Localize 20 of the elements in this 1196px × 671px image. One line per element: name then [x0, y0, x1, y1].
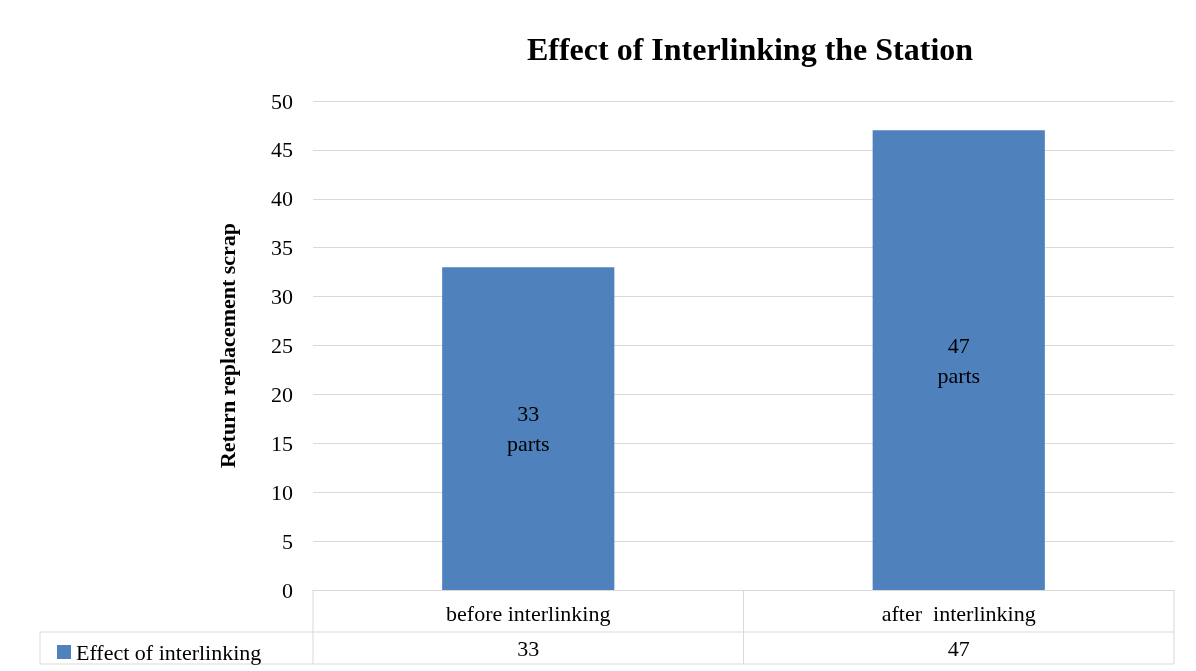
y-tick-label: 45	[271, 137, 293, 163]
x-tick-label: after interlinking	[881, 600, 1036, 626]
y-tick-label: 35	[271, 235, 293, 261]
y-tick-label: 0	[282, 577, 293, 603]
data-label: 33 parts	[506, 401, 550, 457]
y-tick-label: 25	[271, 333, 293, 358]
y-tick-label: 15	[271, 430, 293, 456]
legend-label: Effect of interlinking	[76, 639, 262, 665]
y-tick-label: 40	[271, 186, 293, 212]
y-tick-label: 30	[271, 284, 293, 310]
text: 47	[947, 635, 970, 661]
y-tick-label: 20	[271, 381, 293, 407]
y-tick-label: 50	[271, 88, 293, 114]
x-tick-label: before interlinking	[446, 600, 611, 626]
chart-title: Effect of Interlinking the Station	[526, 31, 974, 67]
y-tick-label: 10	[271, 479, 293, 505]
y-axis-title: Return replacement scrap	[214, 222, 240, 469]
y-tick-label: 5	[282, 528, 293, 554]
data-label: 47 parts	[937, 332, 981, 388]
text: 33	[517, 635, 540, 661]
